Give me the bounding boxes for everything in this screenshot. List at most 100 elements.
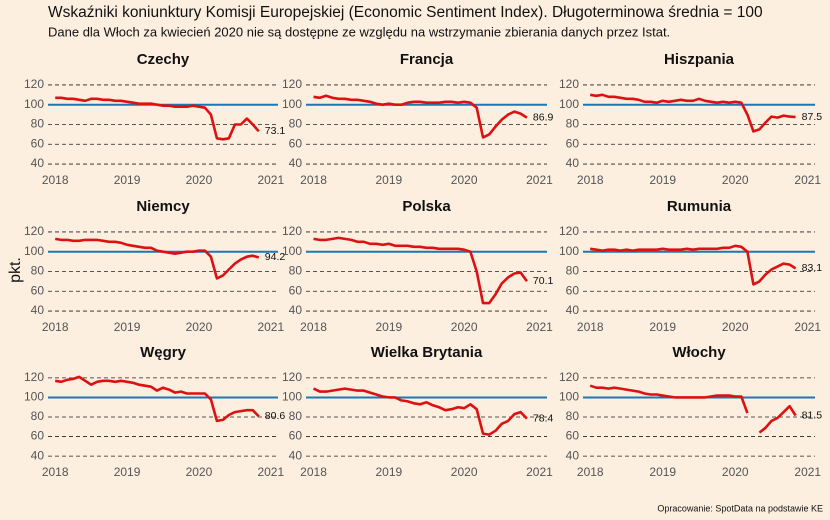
panel-title: Polska (402, 198, 451, 215)
y-tick-label: 100 (282, 97, 302, 111)
y-tick-label: 60 (31, 429, 45, 443)
x-tick-label: 2018 (42, 173, 69, 187)
y-tick-label: 80 (31, 264, 45, 278)
x-tick-label: 2019 (114, 465, 141, 479)
y-tick-label: 100 (282, 244, 302, 258)
x-tick-label: 2019 (649, 465, 676, 479)
y-tick-label: 40 (289, 303, 303, 317)
y-tick-label: 60 (566, 429, 580, 443)
panel-title: Wielka Brytania (371, 344, 483, 361)
x-tick-label: 2020 (186, 173, 213, 187)
x-tick-label: 2019 (649, 173, 676, 187)
y-tick-label: 120 (24, 370, 44, 384)
x-tick-label: 2019 (114, 173, 141, 187)
chart-title: Wskaźniki koniunktury Komisji Europejski… (48, 4, 763, 21)
series-line (54, 375, 260, 423)
end-value-label: 80.6 (265, 410, 286, 422)
y-tick-label: 60 (31, 136, 45, 150)
x-tick-label: 2018 (577, 465, 604, 479)
x-tick-label: 2018 (300, 173, 327, 187)
end-value-label: 81.5 (802, 409, 823, 421)
x-tick-label: 2020 (722, 173, 749, 187)
x-tick-label: 2021 (257, 465, 284, 479)
y-tick-label: 100 (559, 390, 579, 404)
y-tick-label: 80 (566, 117, 580, 131)
x-tick-label: 2019 (375, 320, 402, 334)
series-line (589, 384, 749, 414)
y-tick-label: 120 (559, 370, 579, 384)
series-line (313, 94, 528, 139)
x-tick-label: 2020 (186, 320, 213, 334)
x-tick-label: 2020 (186, 465, 213, 479)
panel-title: Francja (400, 51, 454, 68)
y-tick-label: 60 (289, 136, 303, 150)
y-tick-label: 60 (289, 283, 303, 297)
x-tick-label: 2021 (526, 465, 553, 479)
y-tick-label: 60 (566, 136, 580, 150)
y-tick-label: 100 (24, 97, 44, 111)
end-value-label: 78.4 (533, 412, 554, 424)
y-tick-label: 80 (566, 264, 580, 278)
panel-title: Rumunia (667, 198, 732, 215)
x-tick-label: 2021 (526, 320, 553, 334)
y-tick-label: 40 (566, 303, 580, 317)
x-tick-label: 2019 (649, 320, 676, 334)
x-tick-label: 2020 (451, 173, 478, 187)
end-value-label: 86.9 (533, 111, 554, 123)
y-tick-label: 100 (559, 244, 579, 258)
chart-subtitle: Dane dla Włoch za kwiecień 2020 nie są d… (48, 24, 670, 39)
y-tick-label: 120 (24, 224, 44, 238)
x-tick-label: 2018 (42, 320, 69, 334)
x-tick-label: 2020 (722, 465, 749, 479)
series-line (758, 404, 797, 434)
x-tick-label: 2019 (114, 320, 141, 334)
y-tick-label: 120 (282, 370, 302, 384)
y-tick-label: 100 (559, 97, 579, 111)
end-value-label: 73.1 (265, 125, 286, 137)
y-tick-label: 40 (31, 156, 45, 170)
y-tick-label: 40 (566, 156, 580, 170)
y-tick-label: 60 (31, 283, 45, 297)
x-tick-label: 2019 (375, 465, 402, 479)
x-tick-label: 2018 (577, 320, 604, 334)
x-tick-label: 2021 (794, 320, 821, 334)
y-tick-label: 40 (289, 448, 303, 462)
end-value-label: 87.5 (802, 111, 823, 123)
y-tick-label: 100 (282, 390, 302, 404)
y-tick-label: 120 (559, 77, 579, 91)
x-tick-label: 2018 (577, 173, 604, 187)
series-line (54, 237, 260, 280)
y-tick-label: 80 (31, 409, 45, 423)
x-tick-label: 2021 (794, 173, 821, 187)
y-tick-label: 60 (289, 429, 303, 443)
y-tick-label: 80 (566, 409, 580, 423)
series-line (313, 236, 528, 305)
y-axis-label: pkt. (7, 257, 24, 283)
panel-title: Niemcy (136, 198, 190, 215)
y-tick-label: 40 (289, 156, 303, 170)
y-tick-label: 100 (24, 390, 44, 404)
x-tick-label: 2021 (257, 173, 284, 187)
panel-title: Włochy (672, 344, 726, 361)
y-tick-label: 40 (566, 448, 580, 462)
series-line (312, 387, 528, 436)
x-tick-label: 2021 (794, 465, 821, 479)
series-line (55, 96, 260, 141)
x-tick-label: 2019 (375, 173, 402, 187)
x-tick-label: 2021 (526, 173, 553, 187)
source: Opracowanie: SpotData na podstawie KE (657, 503, 823, 513)
x-tick-label: 2018 (300, 320, 327, 334)
end-value-label: 83.1 (802, 262, 823, 274)
y-tick-label: 80 (289, 264, 303, 278)
y-tick-label: 120 (282, 77, 302, 91)
x-tick-label: 2018 (300, 465, 327, 479)
y-tick-label: 120 (559, 224, 579, 238)
y-tick-label: 100 (24, 244, 44, 258)
end-value-label: 94.2 (265, 251, 286, 263)
y-tick-label: 80 (31, 117, 45, 131)
y-tick-label: 60 (566, 283, 580, 297)
x-tick-label: 2020 (722, 320, 749, 334)
x-tick-label: 2020 (451, 320, 478, 334)
